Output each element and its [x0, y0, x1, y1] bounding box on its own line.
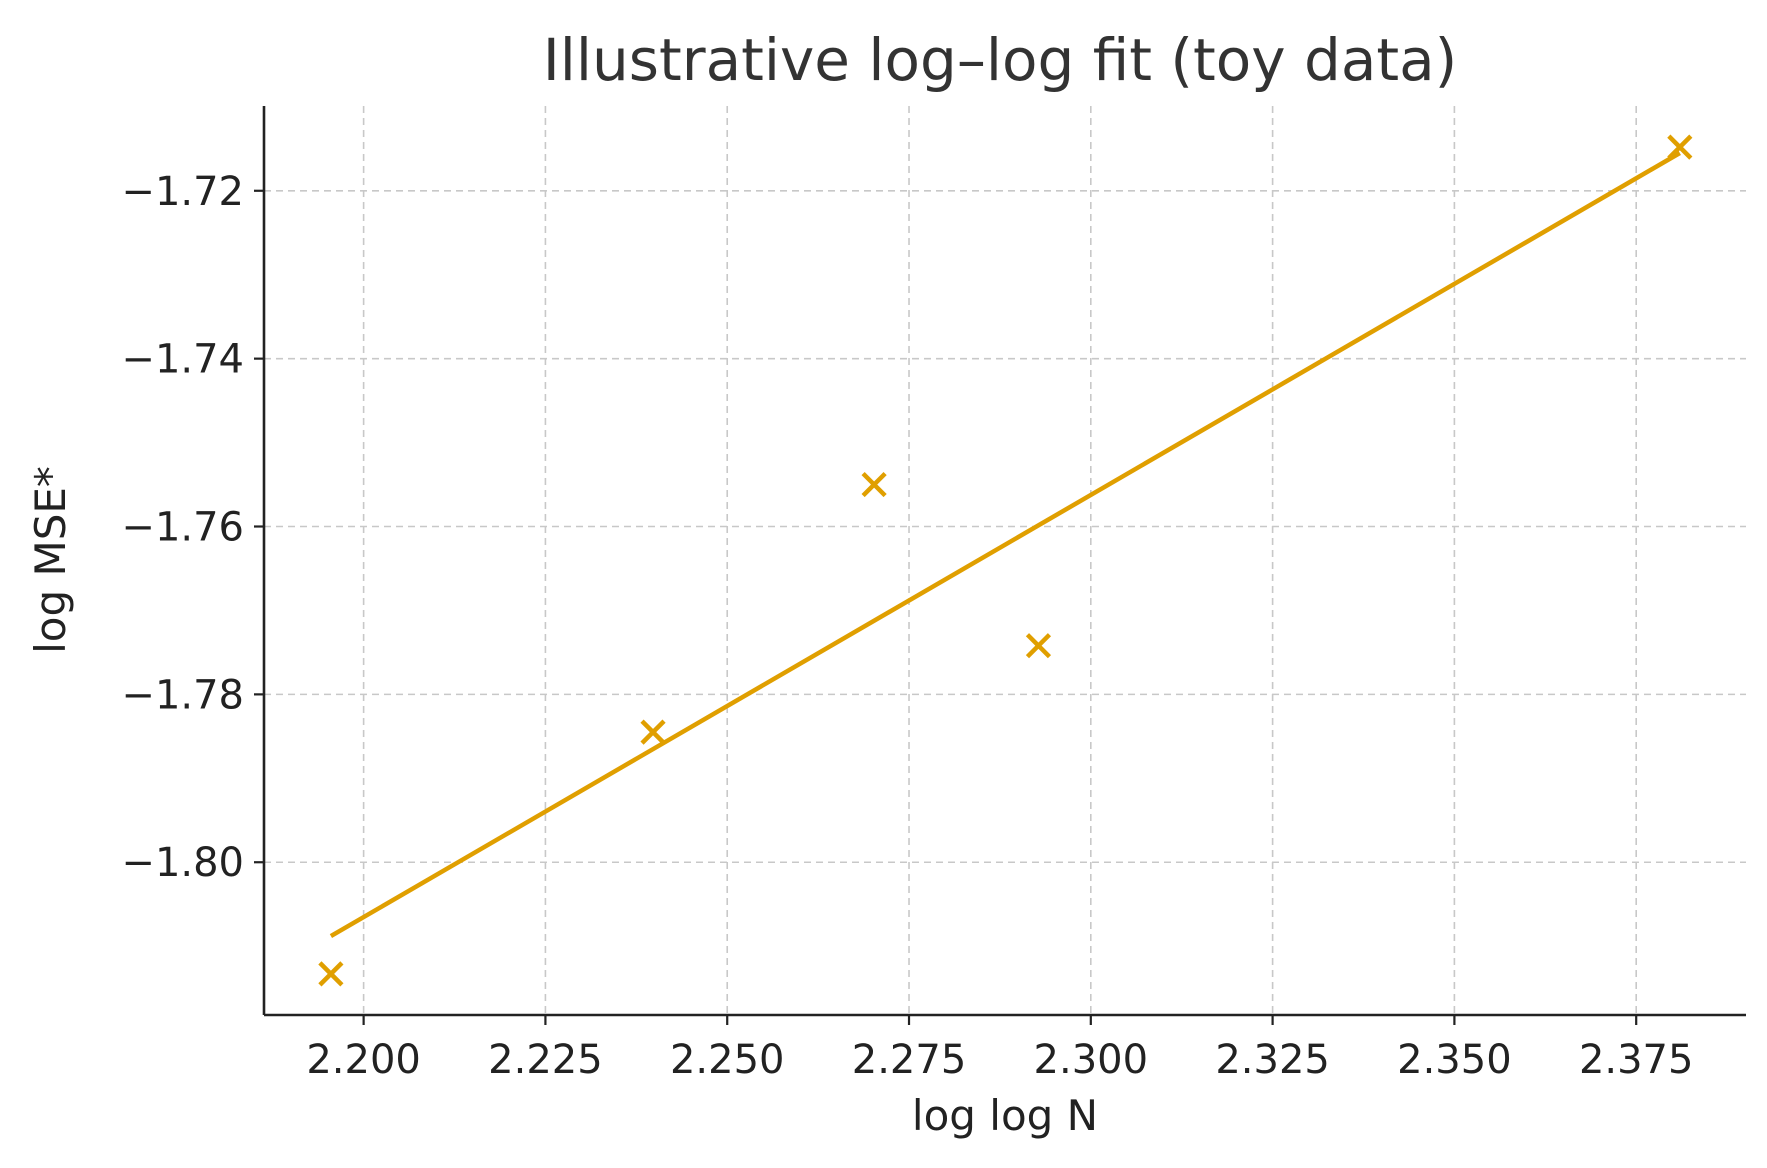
x-tick-label: 2.350 [1397, 1037, 1512, 1083]
data-point-marker [640, 719, 666, 745]
data-point-marker [861, 471, 887, 498]
x-tick-label: 2.375 [1579, 1037, 1694, 1083]
y-tick-label: −1.78 [121, 672, 244, 718]
grid [264, 106, 1746, 1015]
y-tick-label: −1.80 [121, 840, 244, 886]
y-tick-label: −1.74 [121, 337, 244, 383]
data-point-marker [1667, 134, 1693, 160]
marker-stroke [1025, 633, 1052, 659]
scatter-points [318, 134, 1693, 987]
data-point-marker [1025, 633, 1052, 659]
fit-line [329, 151, 1681, 939]
y-tick-label: −1.76 [121, 505, 244, 551]
marker-stroke [640, 719, 666, 745]
marker-stroke [861, 471, 887, 498]
y-tick-label: −1.72 [121, 169, 244, 215]
x-tick-label: 2.325 [1215, 1037, 1330, 1083]
data-point-marker [318, 961, 344, 987]
marker-stroke [1667, 134, 1693, 160]
x-tick-label: 2.250 [670, 1037, 785, 1083]
x-tick-label: 2.225 [488, 1037, 603, 1083]
chart-title: Illustrative log–log fit (toy data) [543, 26, 1458, 94]
x-tick-label: 2.300 [1034, 1037, 1149, 1083]
axes [262, 106, 1746, 1017]
tick-labels: 2.200 2.225 2.250 2.275 2.300 2.325 2.350 2.375… [121, 169, 1693, 1083]
x-tick-label: 2.200 [306, 1037, 421, 1083]
y-axis-label: log MSE* [26, 466, 75, 654]
marker-stroke [318, 961, 344, 987]
x-axis-label: log log N [912, 1091, 1098, 1140]
fit-line-layer [329, 151, 1681, 939]
x-tick-label: 2.275 [852, 1037, 967, 1083]
